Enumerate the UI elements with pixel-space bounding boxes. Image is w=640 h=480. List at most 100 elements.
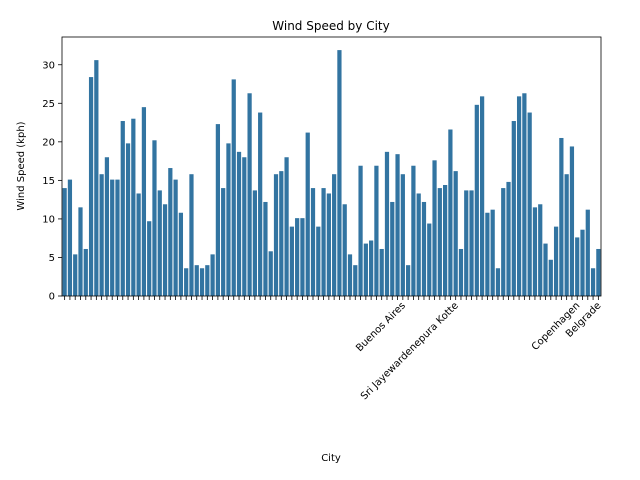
y-tick-label: 10 bbox=[42, 214, 55, 225]
bar bbox=[215, 124, 221, 297]
bar bbox=[242, 157, 247, 296]
y-tick-label: 20 bbox=[42, 137, 55, 148]
y-tick-label: 0 bbox=[49, 292, 55, 303]
bar bbox=[427, 223, 432, 296]
bar bbox=[263, 201, 268, 296]
bar bbox=[596, 248, 601, 296]
bar bbox=[321, 188, 326, 296]
bar bbox=[538, 204, 543, 296]
bar bbox=[226, 143, 231, 296]
bar bbox=[162, 204, 168, 296]
bar bbox=[305, 132, 310, 296]
bar bbox=[353, 265, 358, 296]
bar bbox=[247, 93, 252, 296]
bar bbox=[580, 229, 585, 296]
bar bbox=[136, 193, 141, 296]
bar bbox=[147, 221, 152, 296]
bar bbox=[548, 259, 553, 296]
bar bbox=[110, 179, 115, 296]
bar bbox=[485, 212, 490, 296]
bar bbox=[337, 50, 342, 296]
bar bbox=[67, 179, 73, 296]
bar bbox=[99, 174, 104, 296]
bar bbox=[395, 154, 400, 296]
bar bbox=[115, 179, 120, 296]
bar bbox=[332, 174, 337, 296]
bar bbox=[506, 181, 511, 296]
bar bbox=[516, 96, 522, 297]
bar bbox=[590, 268, 596, 296]
bar bbox=[120, 121, 125, 296]
bar bbox=[83, 248, 88, 296]
bar bbox=[374, 165, 379, 296]
bar bbox=[575, 237, 580, 296]
bar bbox=[73, 254, 78, 296]
bar bbox=[178, 212, 184, 296]
bar bbox=[358, 165, 363, 296]
y-tick-label: 5 bbox=[49, 253, 55, 264]
plot-frame bbox=[61, 36, 602, 297]
x-axis-label: City bbox=[321, 453, 341, 464]
bar bbox=[432, 160, 437, 296]
bar bbox=[199, 268, 205, 296]
x-tick-label: Sri Jayewardenepura Kotte bbox=[359, 300, 461, 402]
bar bbox=[268, 251, 273, 296]
bar bbox=[384, 151, 390, 296]
bar bbox=[78, 207, 83, 296]
bar bbox=[152, 140, 157, 296]
y-tick-label: 25 bbox=[42, 99, 55, 110]
bar bbox=[184, 268, 189, 296]
bar bbox=[221, 188, 226, 296]
bar bbox=[527, 112, 532, 297]
bar bbox=[316, 226, 321, 296]
bar bbox=[284, 157, 289, 296]
bar bbox=[141, 107, 147, 296]
bar bbox=[569, 146, 575, 296]
bar bbox=[131, 118, 136, 296]
bar bbox=[310, 188, 316, 296]
bar bbox=[437, 188, 442, 296]
bar bbox=[469, 190, 474, 296]
bar bbox=[585, 209, 590, 296]
bar bbox=[564, 174, 569, 296]
bar bbox=[258, 112, 263, 297]
bar bbox=[88, 77, 94, 296]
bar bbox=[94, 60, 99, 296]
y-tick-label: 30 bbox=[42, 60, 55, 71]
bar bbox=[411, 165, 416, 296]
bar bbox=[479, 96, 485, 297]
bar bbox=[342, 204, 347, 296]
bar bbox=[416, 193, 421, 296]
bar bbox=[279, 171, 284, 296]
bar bbox=[125, 143, 131, 296]
bar bbox=[347, 254, 353, 296]
bar bbox=[210, 254, 215, 296]
bar bbox=[104, 157, 110, 296]
bar bbox=[289, 226, 294, 296]
bar bbox=[522, 93, 527, 296]
chart-title: Wind Speed by City bbox=[272, 19, 389, 33]
bar bbox=[490, 209, 495, 296]
bar bbox=[205, 265, 210, 296]
bar bbox=[363, 243, 368, 296]
bar bbox=[501, 188, 506, 296]
bar bbox=[453, 171, 458, 296]
bar bbox=[194, 265, 199, 296]
bar bbox=[406, 265, 411, 296]
bar bbox=[458, 248, 464, 296]
bar bbox=[400, 174, 405, 296]
y-tick-label: 15 bbox=[42, 176, 55, 187]
bar bbox=[295, 218, 300, 296]
bar bbox=[62, 188, 67, 296]
bar bbox=[300, 218, 305, 296]
bar bbox=[326, 193, 331, 296]
bar bbox=[543, 243, 548, 296]
y-axis-label: Wind Speed (kph) bbox=[16, 121, 27, 210]
x-tick-label: Buenos Aires bbox=[354, 300, 408, 354]
bar bbox=[369, 240, 374, 296]
bar bbox=[442, 185, 448, 296]
bar bbox=[173, 179, 178, 296]
bar bbox=[495, 268, 501, 296]
bar bbox=[448, 129, 453, 296]
